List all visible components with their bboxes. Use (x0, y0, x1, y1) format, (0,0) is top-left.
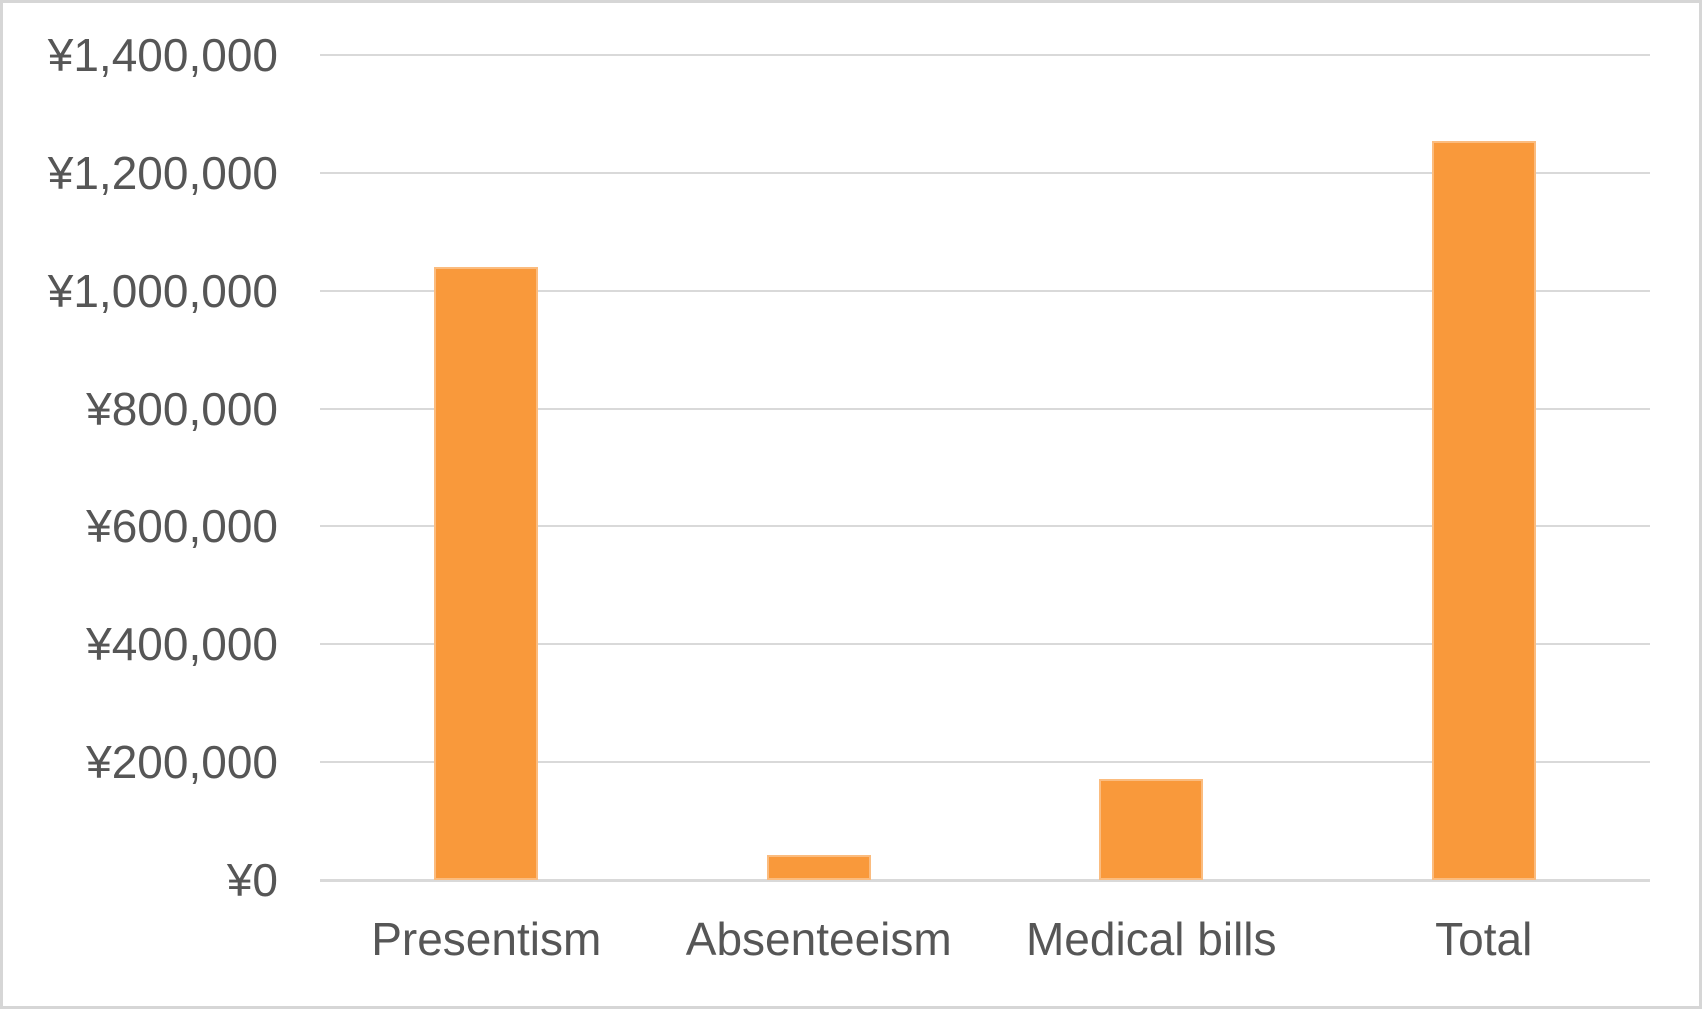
bar-absenteeism (766, 855, 871, 880)
gridline (320, 171, 1650, 174)
y-tick-label: ¥1,400,000 (47, 29, 278, 81)
gridline (320, 289, 1650, 292)
y-tick-label: ¥800,000 (86, 382, 278, 435)
gridline (320, 54, 1650, 56)
x-category-label: Presentism (371, 913, 602, 965)
bar-medical-bills (1099, 778, 1204, 880)
bar-total (1431, 141, 1536, 880)
y-tick-label: ¥400,000 (86, 618, 278, 671)
y-tick-label: ¥1,000,000 (47, 264, 278, 317)
y-tick-label: ¥200,000 (86, 736, 278, 789)
gridline (320, 761, 1650, 764)
gridline (320, 407, 1650, 410)
gridline (320, 525, 1650, 528)
x-category-label: Medical bills (1025, 913, 1277, 965)
y-tick-label: ¥1,200,000 (47, 146, 278, 199)
y-tick-label: ¥0 (226, 854, 278, 906)
gridline (320, 643, 1650, 646)
x-axis-line (320, 879, 1650, 882)
x-category-label: Absenteeism (685, 913, 952, 965)
x-category-label: Total (1435, 913, 1533, 965)
y-tick-label: ¥600,000 (86, 500, 278, 553)
plot-area (320, 54, 1650, 882)
bar-presentism (434, 267, 539, 880)
